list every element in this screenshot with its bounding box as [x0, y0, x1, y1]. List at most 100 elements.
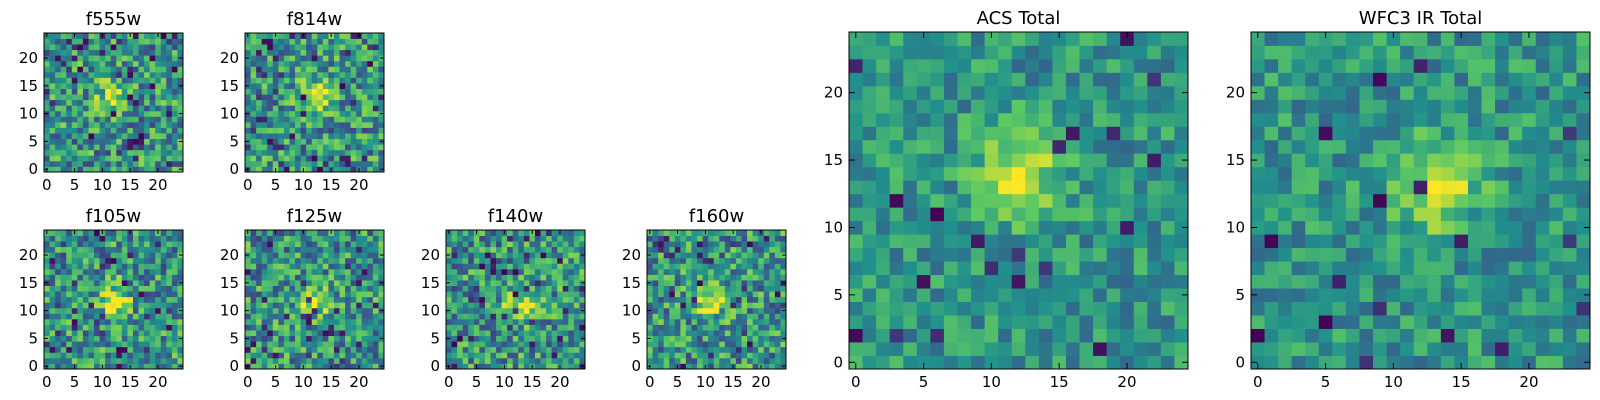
- heatmap-cell: [295, 110, 301, 117]
- heatmap-cell: [468, 274, 475, 281]
- heatmap-cell: [171, 357, 178, 364]
- heatmap-cell: [105, 60, 112, 67]
- heatmap-cell: [1025, 32, 1040, 46]
- heatmap-cell: [250, 246, 257, 253]
- heatmap-cell: [1495, 234, 1510, 249]
- heatmap-cell: [149, 335, 156, 342]
- heatmap-cell: [1481, 301, 1496, 316]
- heatmap-cell: [328, 307, 335, 314]
- heatmap-cell: [1562, 328, 1577, 343]
- heatmap-cell: [774, 307, 781, 314]
- heatmap-cell: [149, 357, 156, 364]
- heatmap-cell: [862, 139, 877, 154]
- heatmap-cell: [367, 330, 374, 337]
- heatmap-cell: [708, 302, 715, 309]
- heatmap-cell: [378, 341, 385, 348]
- heatmap-cell: [876, 274, 891, 289]
- heatmap-cell: [730, 274, 737, 281]
- heatmap-cell: [55, 330, 62, 337]
- heatmap-cell: [116, 55, 123, 62]
- heatmap-cell: [568, 318, 575, 325]
- heatmap-cell: [138, 335, 145, 342]
- heatmap-cell: [99, 110, 106, 117]
- heatmap-cell: [457, 341, 464, 348]
- heatmap-cell: [361, 149, 368, 156]
- heatmap-cell: [116, 49, 123, 56]
- heatmap-cell: [256, 318, 263, 325]
- heatmap-cell: [144, 121, 151, 128]
- heatmap-cell: [1508, 288, 1523, 302]
- heatmap-cell: [1065, 247, 1080, 262]
- heatmap-cell: [110, 71, 117, 78]
- heatmap-cell: [289, 257, 296, 264]
- heatmap-cell: [177, 127, 184, 134]
- heatmap-cell: [322, 160, 329, 167]
- heatmap-cell: [121, 160, 128, 167]
- heatmap-cell: [1318, 193, 1333, 208]
- heatmap-cell: [523, 268, 530, 275]
- heatmap-cell: [468, 252, 475, 259]
- heatmap-cell: [1549, 342, 1564, 356]
- heatmap-cell: [490, 252, 497, 259]
- heatmap-cell: [261, 346, 268, 353]
- heatmap-cell: [333, 166, 340, 173]
- heatmap-cell: [451, 324, 458, 331]
- heatmap-cell: [127, 105, 134, 112]
- y-tick-label: 20: [824, 84, 843, 102]
- heatmap-cell: [300, 66, 307, 73]
- heatmap-cell: [1025, 207, 1040, 222]
- heatmap-cell: [311, 105, 318, 112]
- heatmap-cell: [138, 246, 145, 253]
- heatmap-cell: [71, 144, 78, 151]
- heatmap-cell: [1251, 301, 1265, 316]
- heatmap-cell: [943, 45, 958, 60]
- heatmap-cell: [60, 335, 67, 342]
- heatmap-cell: [903, 247, 918, 262]
- heatmap-cell: [339, 363, 346, 370]
- heatmap-cell: [361, 302, 368, 309]
- heatmap-cell: [149, 105, 156, 112]
- heatmap-cell: [160, 330, 167, 337]
- heatmap-cell: [88, 105, 95, 112]
- heatmap-cell: [283, 335, 290, 342]
- heatmap-cell: [245, 263, 251, 270]
- heatmap-cell: [763, 318, 770, 325]
- heatmap-cell: [1011, 193, 1026, 208]
- heatmap-cell: [333, 94, 340, 101]
- heatmap-cell: [889, 328, 904, 343]
- heatmap-cell: [451, 357, 458, 364]
- heatmap-cell: [916, 153, 931, 168]
- heatmap-cell: [283, 241, 290, 248]
- x-tick-label: 0: [851, 373, 861, 391]
- heatmap-cell: [171, 285, 178, 292]
- heatmap-cell: [60, 77, 67, 84]
- heatmap-cell: [372, 94, 379, 101]
- heatmap-cell: [685, 291, 692, 298]
- x-tick-label: 0: [645, 373, 655, 391]
- heatmap-cell: [1427, 342, 1442, 356]
- heatmap-cell: [674, 241, 681, 248]
- heatmap-cell: [1160, 166, 1175, 181]
- heatmap-cell: [333, 44, 340, 51]
- heatmap-cell: [518, 363, 525, 370]
- heatmap-cell: [278, 33, 285, 39]
- heatmap-cell: [256, 230, 263, 236]
- heatmap-cell: [658, 268, 665, 275]
- heatmap-cell: [930, 72, 945, 87]
- heatmap-cell: [652, 268, 659, 275]
- heatmap-cell: [132, 341, 139, 348]
- heatmap-cell: [322, 341, 329, 348]
- heatmap-cell: [685, 346, 692, 353]
- heatmap-cell: [317, 71, 324, 78]
- heatmap-cell: [272, 44, 279, 51]
- heatmap-cell: [311, 88, 318, 95]
- heatmap-cell: [44, 44, 50, 51]
- heatmap-cell: [300, 318, 307, 325]
- heatmap-cell: [479, 230, 486, 236]
- heatmap-cell: [132, 280, 139, 286]
- heatmap-cell: [311, 44, 318, 51]
- heatmap-cell: [300, 307, 307, 314]
- heatmap-cell: [916, 301, 931, 316]
- heatmap-cell: [1576, 328, 1591, 343]
- heatmap-cell: [669, 324, 676, 331]
